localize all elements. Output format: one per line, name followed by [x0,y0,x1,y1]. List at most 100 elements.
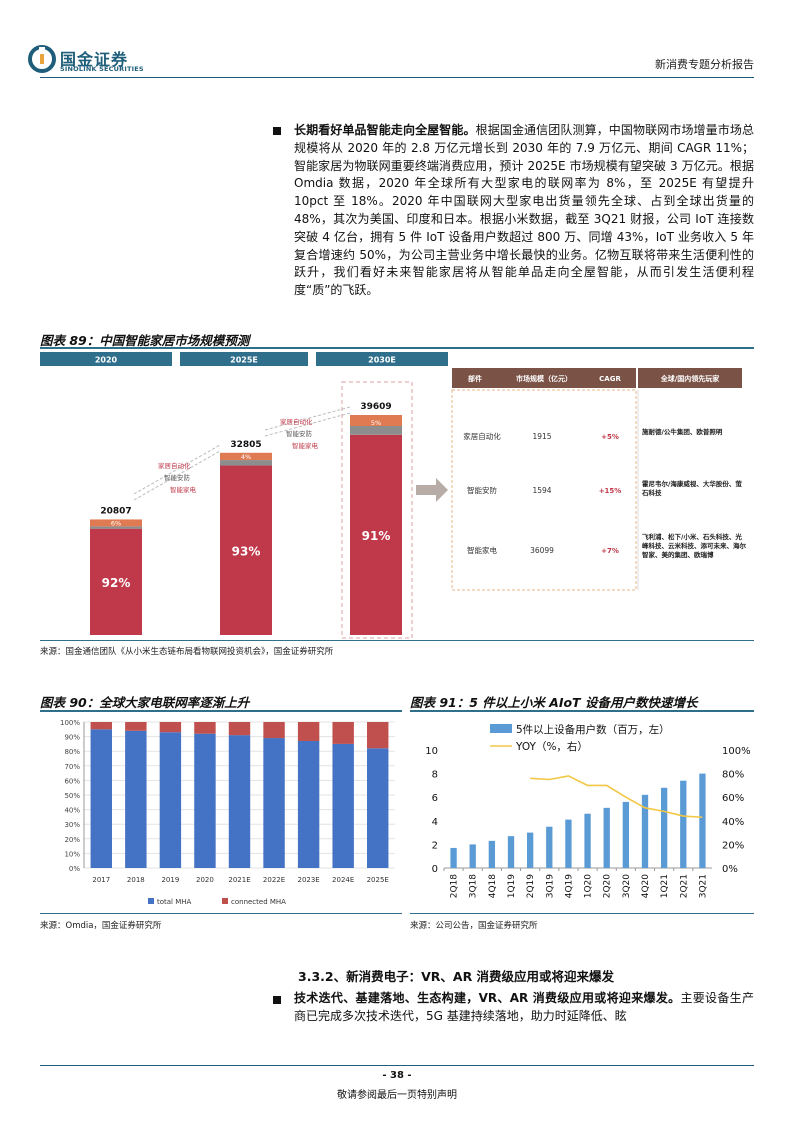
fig90-bottom-rule [40,913,402,914]
fig90-bar-total [90,729,112,868]
fig89-arrow-icon [416,478,448,502]
section-paragraph: 技术迭代、基建落地、生态构建，VR、AR 消费级应用或将迎来爆发。主要设备生产商… [294,990,754,1026]
section-text: 主要设备生产商已完成多次技术迭代，5G 基建持续落地，助力时延降低、眩 [294,991,754,1023]
fig90-bar-connected [332,722,354,744]
fig89-label-automation-1: 家居自动化 [158,461,191,470]
fig90-xtick: 2020 [196,876,214,884]
fig89-row2-cagr: +15% [599,487,622,495]
fig91-xtick: 2Q21 [679,874,689,898]
fig90-bar-connected [159,722,182,733]
fig91-ytick-right: 20% [722,840,744,851]
fig90-ytick: 0% [69,865,80,873]
fig89-bar-automation [220,452,272,461]
fig89-row3-cagr: +7% [601,547,619,555]
fig91-ytick-left: 4 [432,817,438,828]
fig91-xtick: 3Q18 [469,874,479,899]
fig89-bar-appliance [350,434,402,635]
fig90-bar-total [367,748,389,868]
fig90-bar-total [297,740,320,868]
fig90-title: 图表 90：全球大家电联网率逐渐上升 [40,695,250,710]
section-lead: 技术迭代、基建落地、生态构建，VR、AR 消费级应用或将迎来爆发。 [294,991,681,1005]
fig89-source: 来源：国金通信团队《从小米生态链布局看物联网投资机会》，国金证券研究所 [40,647,334,657]
fig90-bar-connected [367,722,389,749]
fig89-row1-cagr: +5% [601,433,619,441]
fig89-label-appliance-2: 智能家电 [292,441,319,450]
fig91-title: 图表 91：5 件以上小米 AIoT 设备用户数快速增长 [410,695,698,710]
fig90-title-rule [40,710,402,712]
fig90-bar-connected [90,722,112,730]
fig91-bar [699,773,706,868]
fig90-ytick: 70% [64,763,80,771]
fig89-label-security-2: 智能安防 [286,429,313,438]
fig91-xtick: 1Q20 [584,874,594,899]
fig90-bar-total [125,730,147,868]
fig89-total-label: 39609 [360,402,391,412]
fig89-th-players: 全球/国内领先玩家 [660,374,721,383]
fig90-bar-total [159,732,182,868]
company-logo-icon [28,45,56,73]
fig89-row3-players-fo: 飞利浦、松下/小米、石头科技、光峰科技、云米科技、添可未来、海尔智家、美的集团、… [642,533,746,559]
fig91-ytick-left: 6 [432,793,438,804]
fig89-row2-part: 智能安防 [467,485,497,495]
fig90-ytick: 20% [64,836,80,844]
fig89-total-label: 20807 [100,506,131,516]
fig89-connector-1 [133,444,221,495]
fig89-bottom-rule [40,640,754,641]
fig90-xtick: 2025E [367,876,389,884]
fig91-title-rule [410,710,754,712]
fig91-bar [507,836,515,868]
page-number: - 38 - [382,1070,412,1081]
fig89-row2-players: 霍尼韦尔/海康威视、大华股份、萤石科技 [642,480,742,497]
fig89-bar-security [350,426,402,435]
fig90-bar-connected [194,722,216,734]
fig89-bar-automation [350,415,402,426]
report-title: 新消费专题分析报告 [655,58,754,71]
fig89-title: 图表 89：中国智能家居市场规模预测 [40,333,250,348]
fig91-bar [469,844,476,868]
fig91-bar [622,801,630,868]
fig91-xtick: 4Q18 [488,874,498,899]
fig91-bar [546,826,553,868]
fig89-top-pct-label: 4% [241,453,251,461]
fig89-tab-2025-bg [180,352,308,366]
fig89-row1-size: 1915 [532,432,551,441]
fig90-xtick: 2023E [297,876,319,884]
fig89-main-pct-label: 93% [232,544,261,558]
fig90-ytick: 60% [64,777,80,785]
fig89-connector-2 [133,450,221,501]
fig89-row1-part: 家居自动化 [463,431,501,441]
fig90-xtick: 2019 [161,876,179,884]
fig91-yoy-line [530,775,703,819]
fig91-bar [526,832,534,868]
fig91-bar [565,819,572,868]
fig89-row3-size: 36099 [530,546,554,555]
fig90-ytick: 90% [64,734,80,742]
fig91-ytick-right: 100% [722,746,751,757]
fig90-legend-swatch-total [148,898,154,904]
fig89-top-pct-label: 5% [371,419,381,427]
fig91-xtick: 2Q18 [450,874,460,899]
fig90-bar-connected [125,722,147,731]
fig89-bar-automation [90,519,142,527]
fig91-ytick-right: 80% [722,770,744,781]
fig91-xtick: 1Q19 [507,874,517,899]
fig89-tab-2030: 2030E [368,356,396,365]
fig90-legend-swatch-connected [222,898,228,904]
fig90-ytick: 50% [64,792,80,800]
fig89-label-security-1: 智能安防 [164,473,191,482]
fig91-bottom-rule [410,913,754,914]
fig91-bar [603,807,610,868]
footer-rule [40,1065,754,1066]
fig89-tab-2020: 2020 [95,356,118,365]
fig90-bar-total [332,743,354,868]
fig91-source: 来源：公司公告，国金证券研究所 [410,921,538,931]
fig91-xtick: 1Q21 [660,874,670,898]
fig90-xtick: 2017 [92,876,110,884]
fig91-legend-line: YOY（%，右） [515,740,588,753]
fig89-bar-appliance [220,465,272,635]
fig90-xtick: 2024E [332,876,354,884]
fig89-main-pct-label: 92% [102,576,131,590]
fig90-ytick: 80% [64,748,80,756]
footer-disclaimer: 敬请参阅最后一页特别声明 [337,1090,457,1101]
